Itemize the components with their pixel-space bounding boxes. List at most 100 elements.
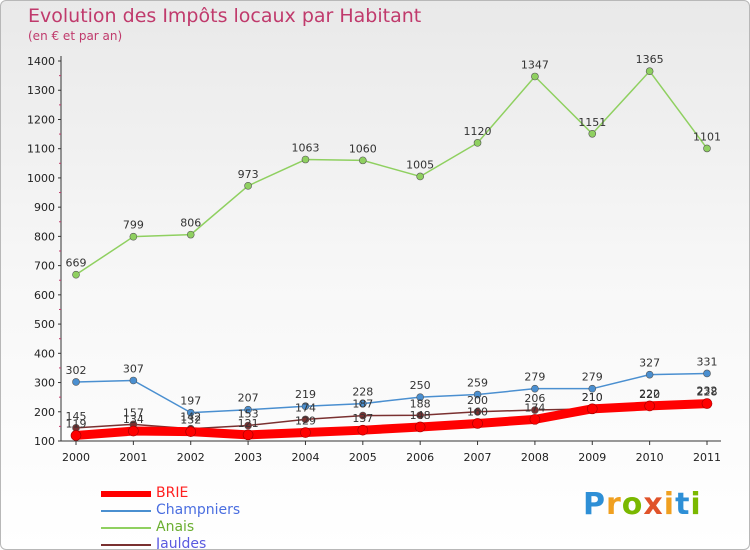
point-brie xyxy=(300,427,311,438)
point-champniers xyxy=(531,384,539,393)
y-tick-label: 200 xyxy=(34,406,55,419)
point-brie xyxy=(242,429,254,441)
point-brie xyxy=(70,430,82,441)
data-label-brie: 132 xyxy=(180,414,201,427)
data-label-champniers: 228 xyxy=(352,386,373,399)
data-label-champniers: 279 xyxy=(582,371,603,384)
data-label-jauldes: 200 xyxy=(467,394,488,407)
y-tick-label: 800 xyxy=(34,230,55,243)
chart-subtitle: (en € et par an) xyxy=(28,29,123,43)
data-label-anais: 799 xyxy=(123,219,144,232)
y-tick-label: 1100 xyxy=(27,143,55,156)
point-champniers xyxy=(703,369,711,378)
point-brie xyxy=(701,398,713,409)
point-champniers xyxy=(72,378,80,386)
point-anais xyxy=(359,156,367,165)
data-label-champniers: 307 xyxy=(123,362,144,375)
data-label-brie: 228 xyxy=(697,386,718,399)
data-label-brie: 210 xyxy=(582,391,603,404)
point-brie xyxy=(128,425,139,437)
y-tick-label: 1200 xyxy=(27,113,55,126)
data-label-jauldes: 145 xyxy=(66,410,87,423)
legend-swatch-brie xyxy=(101,491,151,497)
data-label-brie: 137 xyxy=(352,412,373,425)
legend-label-jauldes: Jauldes xyxy=(156,536,207,550)
point-brie xyxy=(644,400,655,412)
data-label-champniers: 302 xyxy=(66,364,87,377)
data-label-jauldes: 206 xyxy=(524,392,545,405)
point-champniers xyxy=(645,370,654,379)
data-label-anais: 973 xyxy=(238,168,259,181)
point-jauldes xyxy=(244,421,252,430)
point-champniers xyxy=(416,393,424,401)
legend-label-champniers: Champniers xyxy=(156,502,241,518)
point-champniers xyxy=(473,390,482,399)
point-anais xyxy=(186,230,195,239)
point-brie xyxy=(414,421,426,433)
data-label-brie: 160 xyxy=(467,405,488,418)
point-jauldes xyxy=(416,411,424,420)
data-label-anais: 1347 xyxy=(521,58,549,71)
point-champniers xyxy=(359,399,367,408)
data-label-champniers: 331 xyxy=(697,355,718,368)
point-anais xyxy=(72,270,80,279)
point-anais xyxy=(588,129,597,138)
x-tick-label: 2006 xyxy=(406,451,434,464)
data-label-brie: 119 xyxy=(66,417,87,430)
data-label-jauldes: 157 xyxy=(123,406,144,419)
y-tick-label: 900 xyxy=(34,201,55,214)
x-tick-label: 2007 xyxy=(464,451,492,464)
x-tick-label: 2005 xyxy=(349,451,377,464)
legend-item-anais: Anais xyxy=(101,519,341,536)
point-jauldes xyxy=(301,415,310,424)
point-anais xyxy=(645,67,654,76)
x-tick-label: 2003 xyxy=(234,451,262,464)
point-champniers xyxy=(244,405,252,414)
data-label-champniers: 207 xyxy=(238,392,259,405)
series-line-champniers xyxy=(75,372,708,414)
chart-title: Evolution des Impôts locaux par Habitant xyxy=(28,5,422,27)
data-label-brie: 220 xyxy=(639,388,660,401)
point-brie xyxy=(185,426,197,437)
legend-item-jauldes: Jauldes xyxy=(101,536,341,550)
point-brie xyxy=(472,418,483,429)
series-line-brie xyxy=(71,399,712,440)
y-tick-label: 400 xyxy=(34,347,55,360)
data-label-anais: 1060 xyxy=(349,142,377,155)
data-label-anais: 806 xyxy=(180,217,201,230)
data-label-anais: 1120 xyxy=(464,125,492,138)
point-anais xyxy=(301,155,310,164)
data-label-champniers: 219 xyxy=(295,388,316,401)
x-tick-label: 2000 xyxy=(62,451,90,464)
point-champniers xyxy=(588,384,597,393)
point-champniers xyxy=(301,402,310,411)
data-label-anais: 669 xyxy=(66,257,87,270)
y-tick-label: 100 xyxy=(34,435,55,448)
data-label-anais: 1063 xyxy=(291,142,319,155)
data-label-brie: 129 xyxy=(295,415,316,428)
point-champniers xyxy=(129,376,138,385)
y-tick-label: 600 xyxy=(34,289,55,302)
series-line-anais xyxy=(75,70,708,276)
y-tick-label: 300 xyxy=(34,377,55,390)
legend: BRIE Champniers Anais Jauldes xyxy=(101,485,341,550)
legend-label-anais: Anais xyxy=(156,519,195,535)
point-champniers xyxy=(186,408,195,417)
x-tick-label: 2011 xyxy=(693,451,721,464)
data-label-jauldes: 210 xyxy=(582,391,603,404)
data-label-jauldes: 222 xyxy=(639,387,660,400)
data-label-champniers: 279 xyxy=(524,371,545,384)
point-jauldes xyxy=(473,407,482,416)
data-label-anais: 1005 xyxy=(406,158,434,171)
x-tick-label: 2004 xyxy=(291,451,319,464)
x-tick-label: 2010 xyxy=(636,451,664,464)
data-label-jauldes: 153 xyxy=(238,408,259,421)
point-anais xyxy=(416,172,424,181)
data-label-brie: 148 xyxy=(410,409,431,422)
point-jauldes xyxy=(531,406,539,414)
point-anais xyxy=(703,144,711,153)
data-label-anais: 1151 xyxy=(578,116,606,129)
point-brie xyxy=(586,403,598,415)
data-label-jauldes: 142 xyxy=(180,411,201,424)
